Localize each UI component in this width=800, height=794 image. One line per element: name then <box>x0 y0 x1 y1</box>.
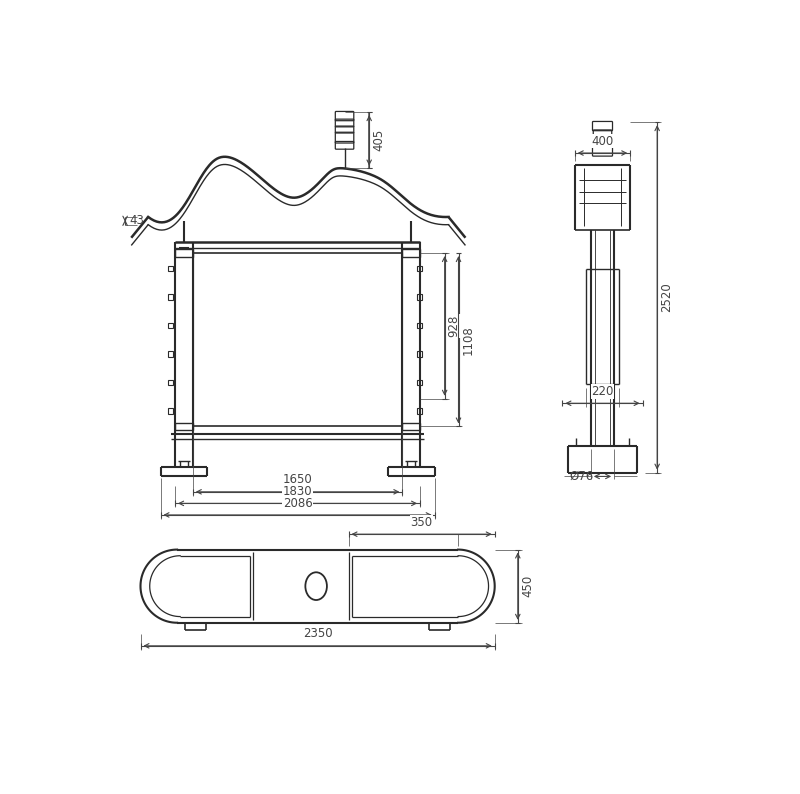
Bar <box>417 351 422 357</box>
Bar <box>417 266 422 272</box>
Text: 405: 405 <box>372 129 386 152</box>
Bar <box>168 380 174 385</box>
Text: 2350: 2350 <box>302 627 333 641</box>
Bar <box>417 408 422 414</box>
Bar <box>174 422 194 430</box>
Text: 1830: 1830 <box>282 485 312 498</box>
Text: 2520: 2520 <box>660 283 674 312</box>
Bar <box>174 249 194 257</box>
Bar <box>168 408 174 414</box>
Bar <box>402 422 420 430</box>
Text: Ø76: Ø76 <box>570 470 594 483</box>
Bar <box>402 249 420 257</box>
Text: 220: 220 <box>591 385 614 398</box>
Text: 928: 928 <box>448 314 461 337</box>
Bar <box>417 380 422 385</box>
Text: 43: 43 <box>129 214 144 227</box>
Bar <box>168 323 174 328</box>
Bar <box>168 351 174 357</box>
Bar <box>168 266 174 272</box>
Text: 450: 450 <box>521 575 534 597</box>
Bar <box>417 295 422 299</box>
Text: 350: 350 <box>410 516 433 529</box>
Text: 2086: 2086 <box>282 496 313 510</box>
Text: 1108: 1108 <box>462 325 474 355</box>
Text: 400: 400 <box>591 135 614 148</box>
Text: 1650: 1650 <box>282 473 313 487</box>
Bar <box>417 323 422 328</box>
Bar <box>168 295 174 299</box>
